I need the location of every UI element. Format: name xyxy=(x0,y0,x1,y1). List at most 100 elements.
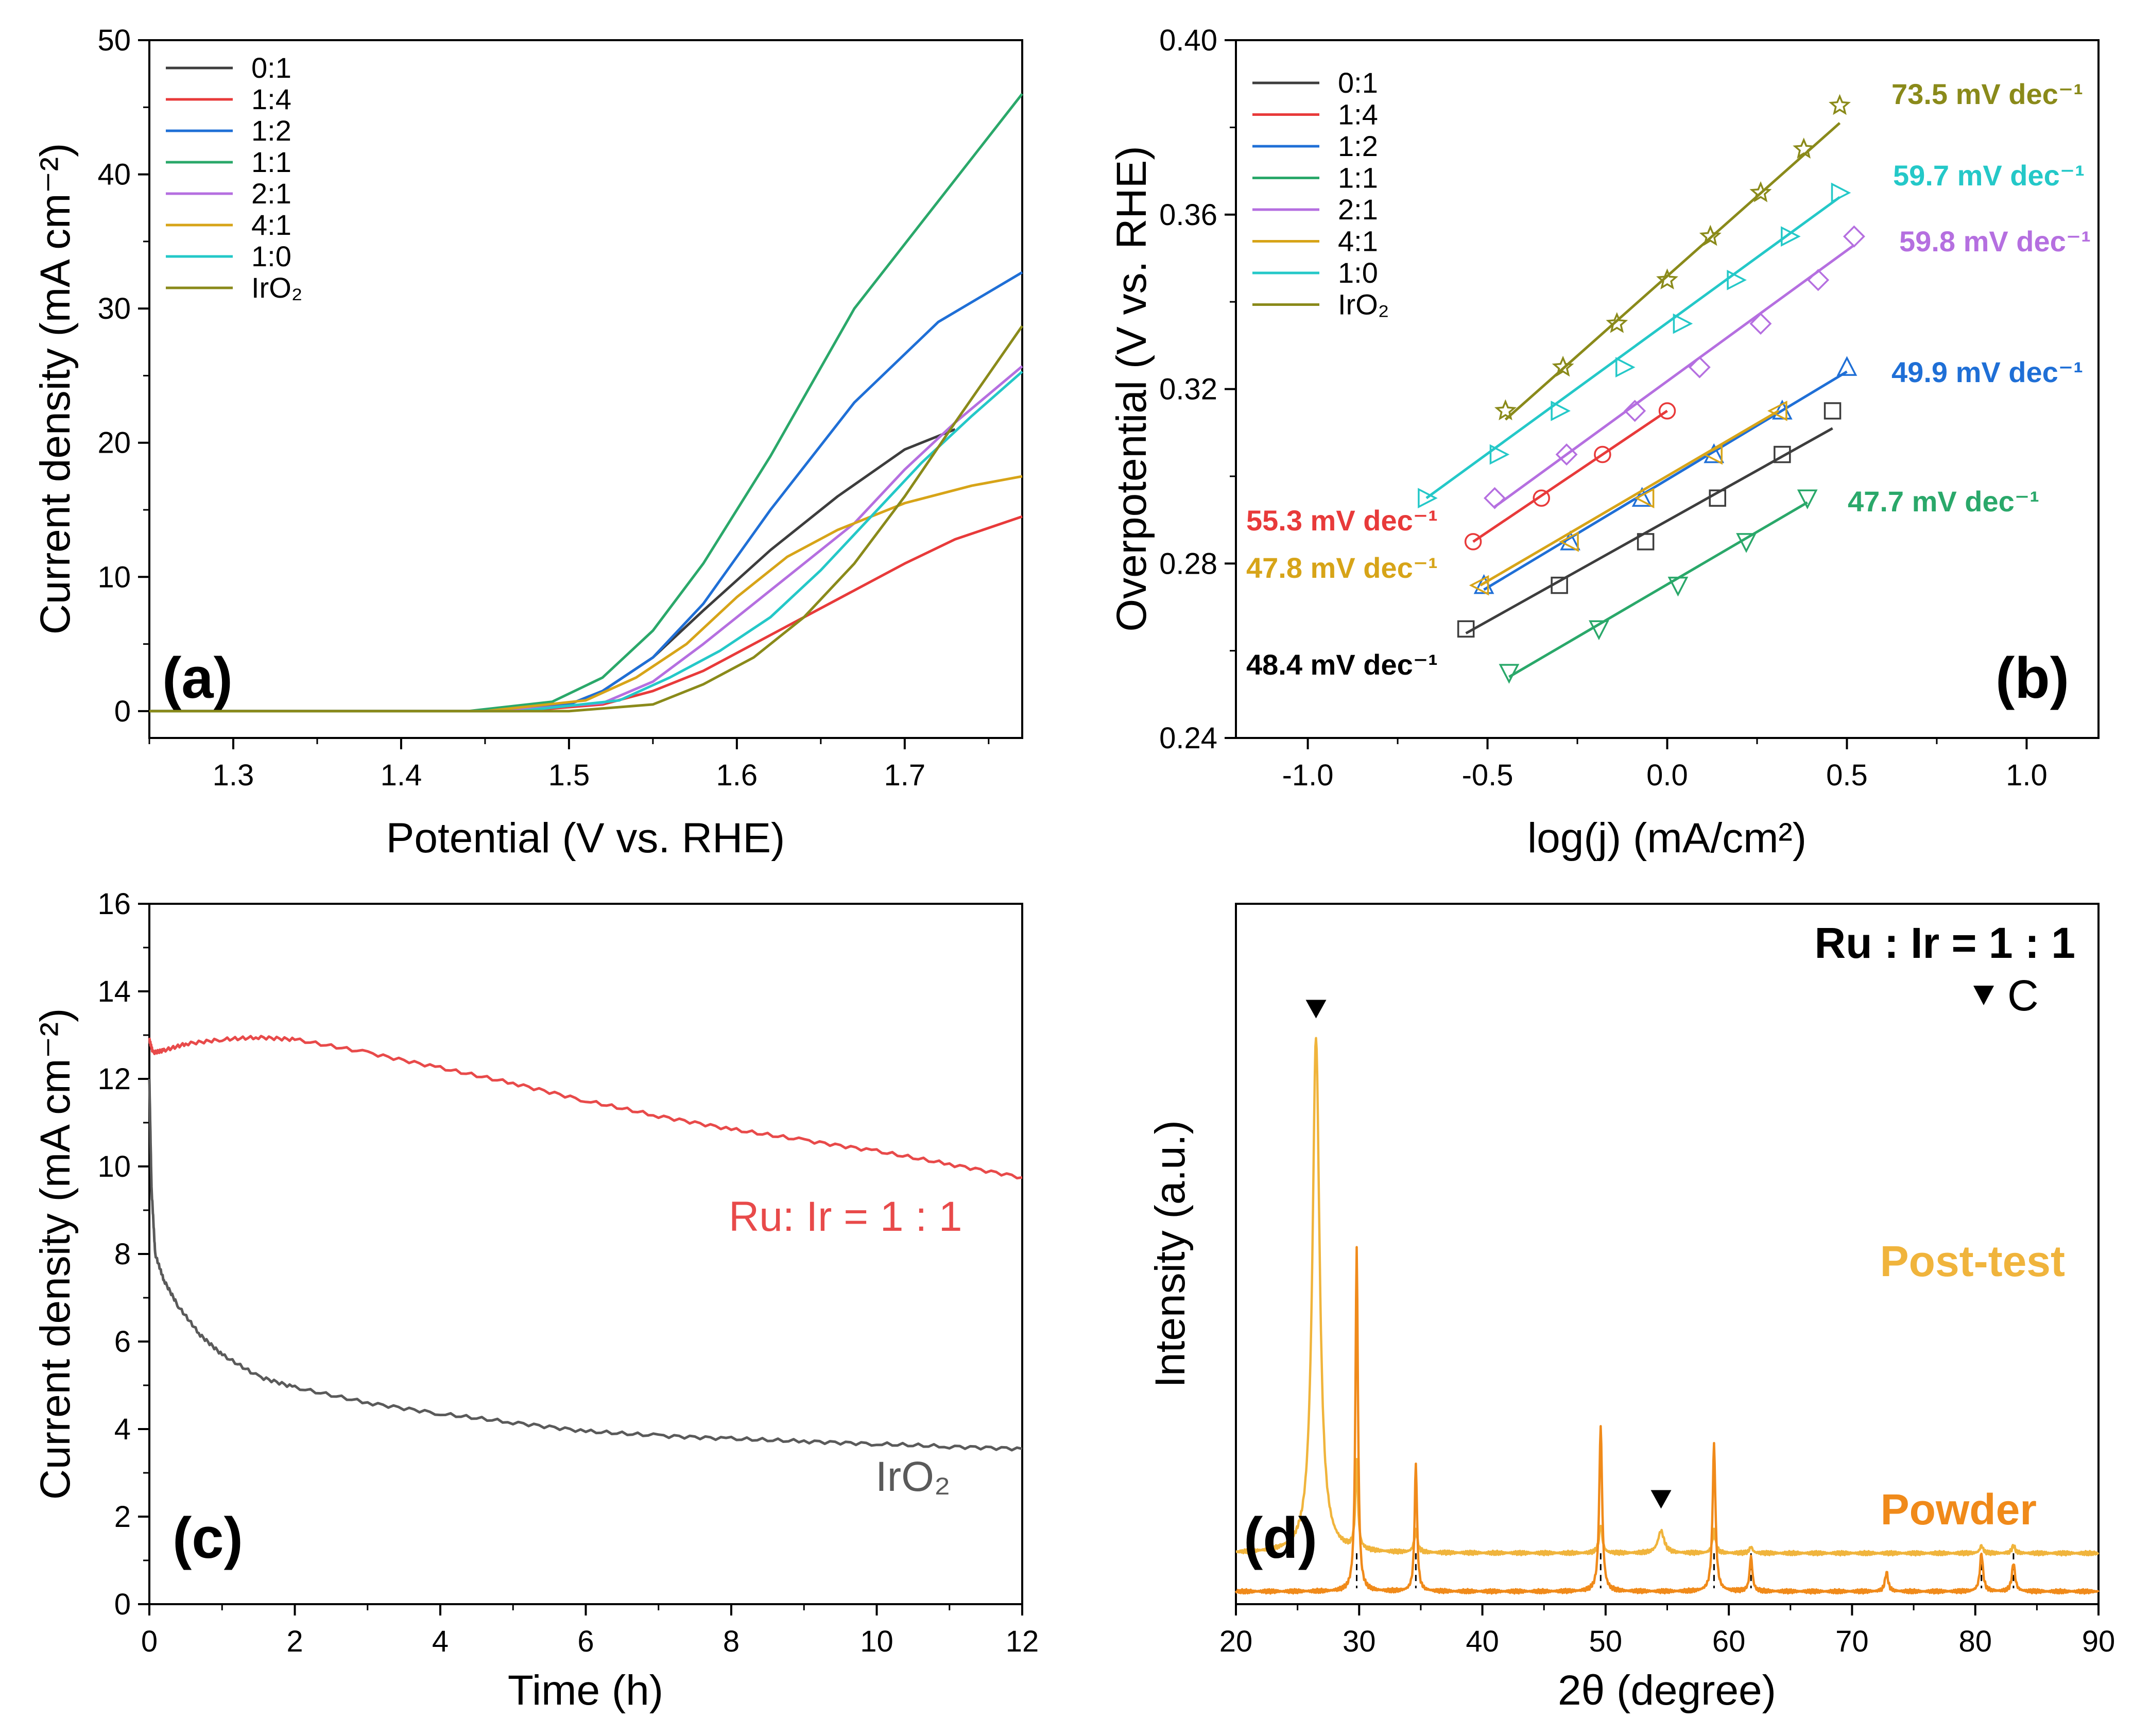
panel-d-powder-label: Powder xyxy=(1881,1485,2037,1534)
panel-d-reference-lines xyxy=(1356,1553,2015,1589)
y-tick-label: 16 xyxy=(97,887,131,921)
legend-label: 1:0 xyxy=(251,240,291,272)
marker-circle xyxy=(1594,445,1611,463)
marker-triangle-right xyxy=(1615,357,1636,378)
marker-diamond xyxy=(1688,356,1711,379)
marker-star xyxy=(1829,94,1851,115)
marker-square xyxy=(1637,533,1655,551)
curve-2:1 xyxy=(149,365,1023,713)
y-tick-label: 0.32 xyxy=(1159,373,1217,406)
legend-label: 1:2 xyxy=(251,114,291,147)
legend-carbon-triangle-icon xyxy=(1973,986,1994,1005)
legend-label: 1:1 xyxy=(1338,162,1378,194)
slope-label-1:1: 47.7 mV dec⁻¹ xyxy=(1848,485,2039,518)
panel-a-curves xyxy=(149,93,1024,713)
curve-Ru: Ir = 1 : 1 xyxy=(148,1035,1023,1180)
x-tick-label: 1.7 xyxy=(884,759,926,792)
panel-c: 0 2 4 6 8 10 12 0 2 4 6 8 10 12 14 16 Ru: Ir = 1 : 1 Ir… xyxy=(32,887,1039,1714)
panel-d-ylabel: Intensity (a.u.) xyxy=(1147,1120,1194,1388)
marker-triangle-right xyxy=(1781,226,1801,247)
pattern-Powder xyxy=(1234,1246,2100,1595)
y-tick-label: 0.28 xyxy=(1159,547,1217,580)
y-tick-label: 0.24 xyxy=(1159,721,1217,755)
panel-b-label: (b) xyxy=(1996,646,2069,710)
y-tick-label: 0 xyxy=(114,695,131,728)
pattern-Post-test xyxy=(1235,1037,2100,1557)
curve-0:1 xyxy=(149,428,956,713)
curve-1:1 xyxy=(149,93,1023,713)
y-tick-label: 10 xyxy=(97,1150,131,1183)
y-tick-label: 4 xyxy=(114,1413,131,1446)
marker-square xyxy=(1457,620,1475,638)
fit-line-1:0 xyxy=(1425,196,1841,500)
x-tick-label: 1.5 xyxy=(548,759,590,792)
marker-diamond xyxy=(1555,443,1578,466)
panel-a: 1.3 1.4 1.5 1.6 1.7 0 10 20 30 40 50 0:11:41:21:12… xyxy=(32,24,1024,862)
curve-1:4 xyxy=(149,515,1023,713)
marker-star xyxy=(1749,181,1772,202)
x-tick-label: 90 xyxy=(2082,1625,2115,1658)
marker-circle xyxy=(1658,402,1676,420)
panel-d: 20 30 40 50 60 70 80 90 Ru : Ir = 1 : 1 C Post-… xyxy=(1147,903,2115,1714)
slope-label-2:1: 59.8 mV dec⁻¹ xyxy=(1899,225,2091,257)
fit-line-2:1 xyxy=(1494,244,1855,508)
panel-d-ticks: 20 30 40 50 60 70 80 90 xyxy=(1219,1604,2115,1658)
marker-triangle-left xyxy=(1702,444,1723,465)
legend-label: 1:4 xyxy=(1338,98,1378,131)
panel-b-slope-labels: 48.4 mV dec⁻¹ 55.3 mV dec⁻¹ 49.9 mV dec⁻¹ 4… xyxy=(1246,78,2091,681)
y-tick-label: 12 xyxy=(97,1062,131,1096)
marker-triangle-right xyxy=(1673,313,1693,334)
y-tick-label: 0 xyxy=(114,1588,131,1621)
marker-triangle-left xyxy=(1634,488,1655,509)
panel-c-xlabel: Time (h) xyxy=(508,1667,663,1714)
marker-star xyxy=(1552,355,1574,377)
y-tick-label: 0.36 xyxy=(1159,198,1217,232)
marker-square xyxy=(1774,445,1791,463)
x-tick-label: 4 xyxy=(432,1625,449,1658)
panel-d-curves xyxy=(1234,1037,2100,1595)
marker-square xyxy=(1709,489,1726,507)
x-tick-label: 8 xyxy=(723,1625,739,1658)
marker-diamond xyxy=(1484,487,1506,509)
curve-1:2 xyxy=(149,271,1023,713)
x-tick-label: 1.4 xyxy=(381,759,422,792)
y-tick-label: 20 xyxy=(97,426,131,460)
slope-label-1:0: 59.7 mV dec⁻¹ xyxy=(1893,159,2085,192)
slope-label-0:1: 48.4 mV dec⁻¹ xyxy=(1246,648,1438,681)
marker-triangle-left xyxy=(1767,400,1787,421)
x-tick-label: 0 xyxy=(141,1625,158,1658)
marker-triangle-down xyxy=(1667,576,1689,597)
legend-label: 4:1 xyxy=(1338,225,1378,257)
curve-IrO₂ xyxy=(149,325,1024,713)
marker-star xyxy=(1793,137,1815,159)
legend-label: 0:1 xyxy=(251,51,291,84)
panel-d-label: (d) xyxy=(1244,1506,1317,1570)
x-tick-label: 0.5 xyxy=(1826,759,1868,792)
slope-label-IrO₂: 73.5 mV dec⁻¹ xyxy=(1891,78,2083,110)
y-tick-label: 6 xyxy=(114,1325,131,1359)
carbon-peak-triangle-icon xyxy=(1305,1000,1327,1019)
x-tick-label: -0.5 xyxy=(1462,759,1513,792)
marker-circle xyxy=(1533,489,1550,507)
panel-c-iro2-label: IrO₂ xyxy=(875,1453,951,1500)
fit-line-1:1 xyxy=(1508,501,1808,678)
curve-IrO₂ xyxy=(148,1078,1023,1452)
y-tick-label: 0.40 xyxy=(1159,24,1217,57)
x-tick-label: 60 xyxy=(1712,1625,1746,1658)
legend-label: IrO₂ xyxy=(1338,288,1389,321)
marker-square xyxy=(1551,576,1568,594)
marker-triangle-right xyxy=(1831,182,1851,203)
legend-label: 1:4 xyxy=(251,83,291,115)
panel-b-ylabel: Overpotential (V vs. RHE) xyxy=(1108,146,1155,631)
marker-triangle-left xyxy=(1469,575,1489,596)
x-tick-label: 1.6 xyxy=(716,759,758,792)
panel-a-ylabel: Current density (mA cm⁻²) xyxy=(32,143,79,635)
x-tick-label: 40 xyxy=(1466,1625,1499,1658)
panel-d-xlabel: 2θ (degree) xyxy=(1558,1667,1776,1714)
marker-circle xyxy=(1464,533,1482,551)
y-tick-label: 2 xyxy=(114,1500,131,1534)
x-tick-label: 50 xyxy=(1589,1625,1623,1658)
slope-label-1:4: 55.3 mV dec⁻¹ xyxy=(1246,504,1438,537)
